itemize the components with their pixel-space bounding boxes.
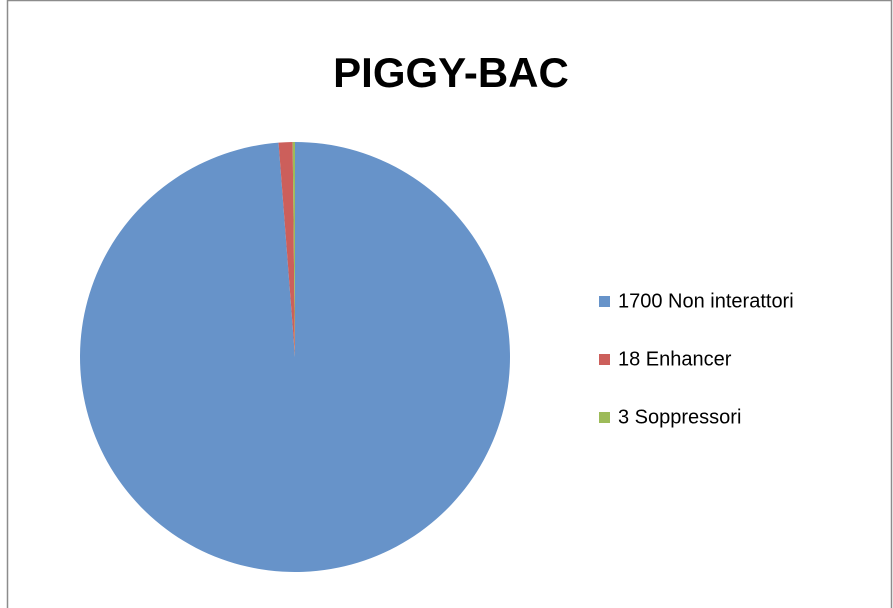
pie-slice <box>80 142 511 572</box>
legend-label: 3 Soppressori <box>618 406 741 428</box>
legend-swatch <box>599 412 610 423</box>
pie-slice <box>292 142 295 357</box>
legend-swatch <box>599 296 610 307</box>
legend-label: 18 Enhancer <box>618 348 732 370</box>
chart-title: PIGGY-BAC <box>333 49 569 96</box>
pie-slice <box>278 142 295 357</box>
legend-swatch <box>599 354 610 365</box>
legend-label: 1700 Non interattori <box>618 290 794 312</box>
